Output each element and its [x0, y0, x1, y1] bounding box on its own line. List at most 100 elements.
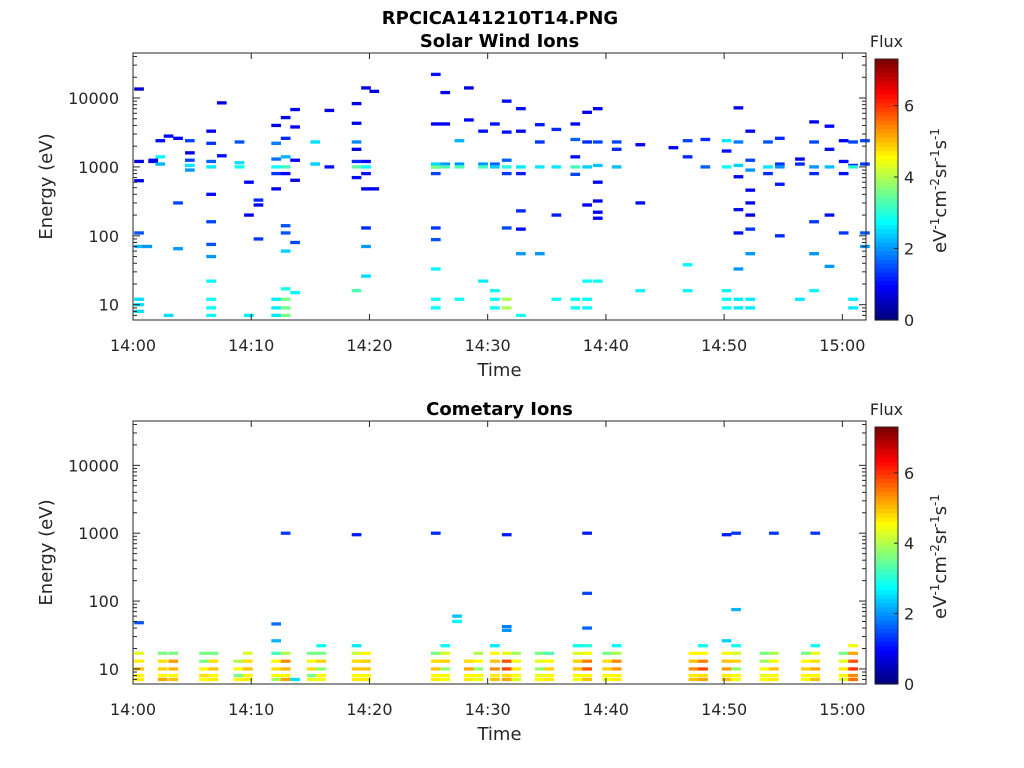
flux-cell [280, 165, 291, 169]
colorbar-segment [875, 246, 898, 251]
flux-cell [860, 231, 870, 235]
flux-cell [745, 168, 756, 172]
flux-cell [733, 267, 744, 271]
colorbar-segment [875, 150, 898, 156]
flux-cell [611, 165, 622, 169]
flux-cell [134, 179, 144, 183]
flux-cell [731, 651, 741, 655]
flux-cell [206, 129, 216, 133]
flux-cell [511, 677, 522, 682]
flux-cell [582, 279, 592, 283]
flux-cell [810, 673, 821, 678]
flux-cell [501, 667, 512, 671]
flux-cell [244, 313, 254, 318]
flux-cell [592, 216, 603, 220]
colorbar-segment [875, 285, 898, 291]
flux-cell [473, 651, 484, 655]
flux-cell [501, 533, 512, 537]
flux-cell [206, 141, 216, 145]
flux-cell [440, 667, 451, 671]
colorbar-segment [875, 128, 898, 134]
colorbar-segment [875, 215, 898, 221]
colorbar-segment [875, 439, 898, 445]
flux-cell [745, 252, 756, 256]
flux-cell [271, 141, 282, 145]
flux-cell [440, 651, 451, 655]
flux-cell [731, 667, 741, 671]
flux-cell [534, 252, 545, 256]
flux-cell [800, 659, 811, 663]
panel-2: Cometary Ions 14:00 14:10 14:20 14:30 14:40 14… [36, 399, 951, 745]
flux-cell [534, 659, 545, 663]
flux-cell [800, 677, 811, 682]
flux-cell [173, 136, 183, 140]
flux-cell [763, 165, 773, 169]
colorbar-segment [875, 512, 898, 518]
colorbar-segment [875, 206, 898, 212]
colorbar-tick-label: 4 [904, 534, 914, 553]
flux-cell [208, 651, 219, 655]
flux-cell [351, 165, 362, 169]
colorbar-segment [875, 495, 898, 501]
flux-cell [490, 651, 500, 655]
flux-cell [361, 171, 371, 176]
colorbar-segment [875, 106, 898, 112]
colorbar-tick-label: 6 [904, 464, 914, 483]
flux-cell [452, 614, 462, 618]
colorbar-segment [875, 315, 898, 321]
flux-cell [838, 159, 849, 164]
colorbar-segment [875, 272, 898, 278]
flux-cell [688, 651, 699, 655]
flux-cell [759, 651, 770, 655]
x-tick-label: 14:00 [110, 336, 156, 355]
flux-cell [134, 231, 144, 235]
flux-cell [490, 306, 500, 310]
flux-cell [351, 101, 362, 106]
flux-cell [290, 677, 300, 682]
flux-cell [682, 288, 693, 293]
flux-cell [134, 244, 144, 249]
flux-cell [155, 139, 166, 143]
flux-cell [134, 621, 144, 625]
flux-cell [280, 171, 291, 176]
flux-cell [316, 673, 326, 678]
flux-cell [769, 659, 779, 663]
flux-cell [551, 213, 562, 217]
colorbar-segment [875, 241, 898, 247]
flux-cell [501, 677, 512, 682]
flux-cell [271, 157, 282, 161]
flux-cell [271, 639, 282, 643]
flux-cell [570, 165, 581, 169]
y-tick-label: 1000 [78, 524, 119, 543]
flux-cell [185, 158, 195, 162]
flux-cell [592, 279, 603, 283]
flux-cell [430, 659, 441, 663]
flux-cell [490, 659, 500, 663]
flux-cell [185, 163, 195, 168]
flux-cell [733, 306, 744, 310]
panel-title: Cometary Ions [426, 399, 573, 420]
flux-cell [464, 673, 474, 678]
flux-cell [534, 667, 545, 671]
y-tick-label: 10 [99, 296, 119, 315]
flux-cell [570, 155, 581, 159]
flux-cell [234, 165, 245, 169]
flux-cell [271, 673, 282, 678]
flux-cell [721, 297, 732, 301]
flux-cell [688, 667, 699, 671]
flux-cell [534, 165, 545, 169]
colorbar-segment [875, 154, 898, 160]
flux-cell [242, 677, 253, 682]
colorbar-segment [875, 172, 898, 178]
flux-cell [185, 139, 195, 143]
colorbar-segment [875, 636, 898, 642]
y-axis-label: Energy (eV) [36, 499, 57, 605]
flux-cell [572, 677, 583, 682]
flux-cell [271, 187, 282, 191]
flux-cell [534, 123, 545, 127]
colorbar-tick-label: 2 [904, 239, 914, 258]
flux-cell [361, 226, 371, 230]
flux-cell [430, 651, 441, 655]
flux-cell [361, 244, 371, 249]
flux-cell [473, 673, 484, 678]
